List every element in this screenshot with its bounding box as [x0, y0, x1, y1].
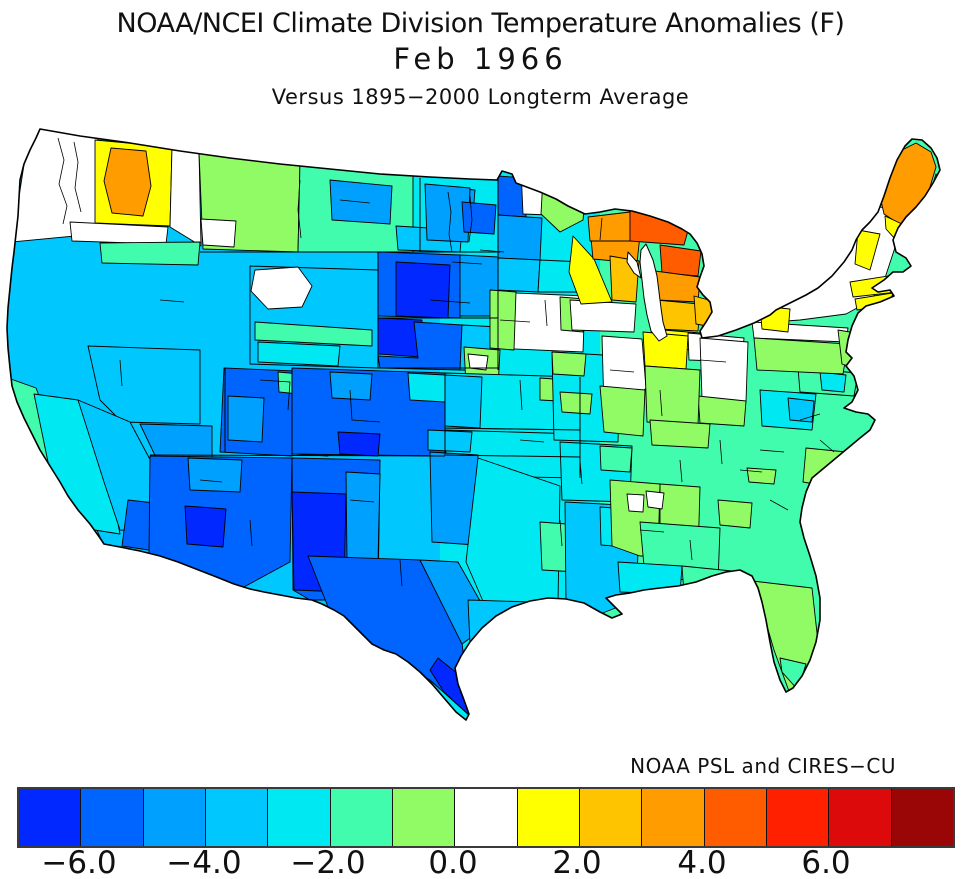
- region-patch: [649, 419, 711, 449]
- colorbar-tick-label: −6.0: [41, 845, 117, 879]
- region-patch: [87, 345, 201, 425]
- region-patch: [257, 341, 341, 367]
- colorbar: [17, 787, 955, 848]
- region-patch: [103, 147, 152, 217]
- region-patch: [497, 257, 541, 293]
- region-patch: [427, 429, 473, 453]
- region-patch: [424, 183, 471, 243]
- state-borders: [149, 176, 581, 478]
- region-patch: [644, 365, 701, 426]
- colorbar-segment: [828, 789, 891, 846]
- region-patch: [250, 266, 313, 310]
- region-patch: [654, 270, 701, 303]
- figure-baseline: Versus 1895−2000 Longterm Average: [271, 85, 690, 109]
- region-patch: [467, 599, 533, 645]
- region-patch: [329, 371, 373, 401]
- region-patch: [717, 499, 753, 529]
- region-patch: [551, 351, 587, 377]
- region-patch: [407, 372, 446, 403]
- division-boundaries: [119, 179, 835, 587]
- colorbar-segment: [19, 789, 81, 846]
- region-patch: [254, 321, 373, 347]
- map-fill-layer: [7, 129, 940, 720]
- us-outline: [6, 128, 941, 721]
- region-patch: [626, 493, 645, 513]
- colorbar-tick-label: 6.0: [801, 845, 851, 879]
- region-patch: [345, 471, 381, 563]
- region-patch: [497, 214, 543, 261]
- region-patch: [559, 391, 593, 415]
- region-patch: [200, 218, 237, 248]
- colorbar-segment: [454, 789, 517, 846]
- region-patch: [227, 395, 265, 443]
- colorbar-segment: [703, 789, 766, 846]
- colorbar-tick-label: 4.0: [677, 845, 727, 879]
- region-patch: [337, 431, 381, 457]
- region-patch: [184, 505, 227, 548]
- green-bay: [626, 251, 642, 279]
- region-patch: [699, 337, 749, 403]
- colorbar-segment: [516, 789, 579, 846]
- region-patch: [395, 261, 451, 319]
- region-patch: [467, 353, 489, 371]
- colorbar-tick-label: 2.0: [552, 845, 602, 879]
- region-patch: [659, 244, 702, 277]
- region-patch: [854, 229, 881, 271]
- colorbar-segment: [765, 789, 829, 846]
- region-patch: [99, 241, 201, 266]
- colorbar-segment: [578, 789, 642, 846]
- region-patch: [645, 490, 665, 510]
- region-patch: [444, 374, 483, 429]
- colorbar-tick-label: −4.0: [166, 845, 242, 879]
- colorbar-segment: [142, 789, 205, 846]
- region-patch: [587, 211, 631, 242]
- region-patch: [642, 331, 689, 370]
- colorbar-segment: [80, 789, 143, 846]
- region-patch: [876, 142, 937, 228]
- region-patch: [787, 397, 815, 423]
- puget-sound-inlets: [57, 137, 82, 225]
- region-patch: [187, 457, 243, 493]
- region-patch: [599, 385, 646, 437]
- colorbar-segment: [329, 789, 392, 846]
- region-patch: [746, 467, 777, 485]
- colorbar-segment: [641, 789, 704, 846]
- credit-text: NOAA PSL and CIRES−CU: [630, 754, 896, 778]
- colorbar-segment: [391, 789, 455, 846]
- region-patch: [569, 299, 637, 333]
- colorbar-segment: [204, 789, 268, 846]
- region-patch: [753, 337, 849, 375]
- region-patch: [599, 445, 633, 473]
- figure-title: NOAA/NCEI Climate Division Temperature A…: [116, 8, 845, 39]
- region-patch: [819, 371, 847, 393]
- region-patch: [568, 235, 613, 305]
- colorbar-segment: [890, 789, 953, 846]
- figure-date: Feb 1966: [393, 42, 568, 76]
- lake-michigan: [639, 243, 668, 342]
- region-patch: [461, 201, 497, 235]
- colorbar-segment: [267, 789, 330, 846]
- region-patch: [741, 206, 907, 325]
- colorbar-tick-label: −2.0: [290, 845, 366, 879]
- colorbar-tick-label: 0.0: [428, 845, 478, 879]
- region-patch: [697, 395, 747, 427]
